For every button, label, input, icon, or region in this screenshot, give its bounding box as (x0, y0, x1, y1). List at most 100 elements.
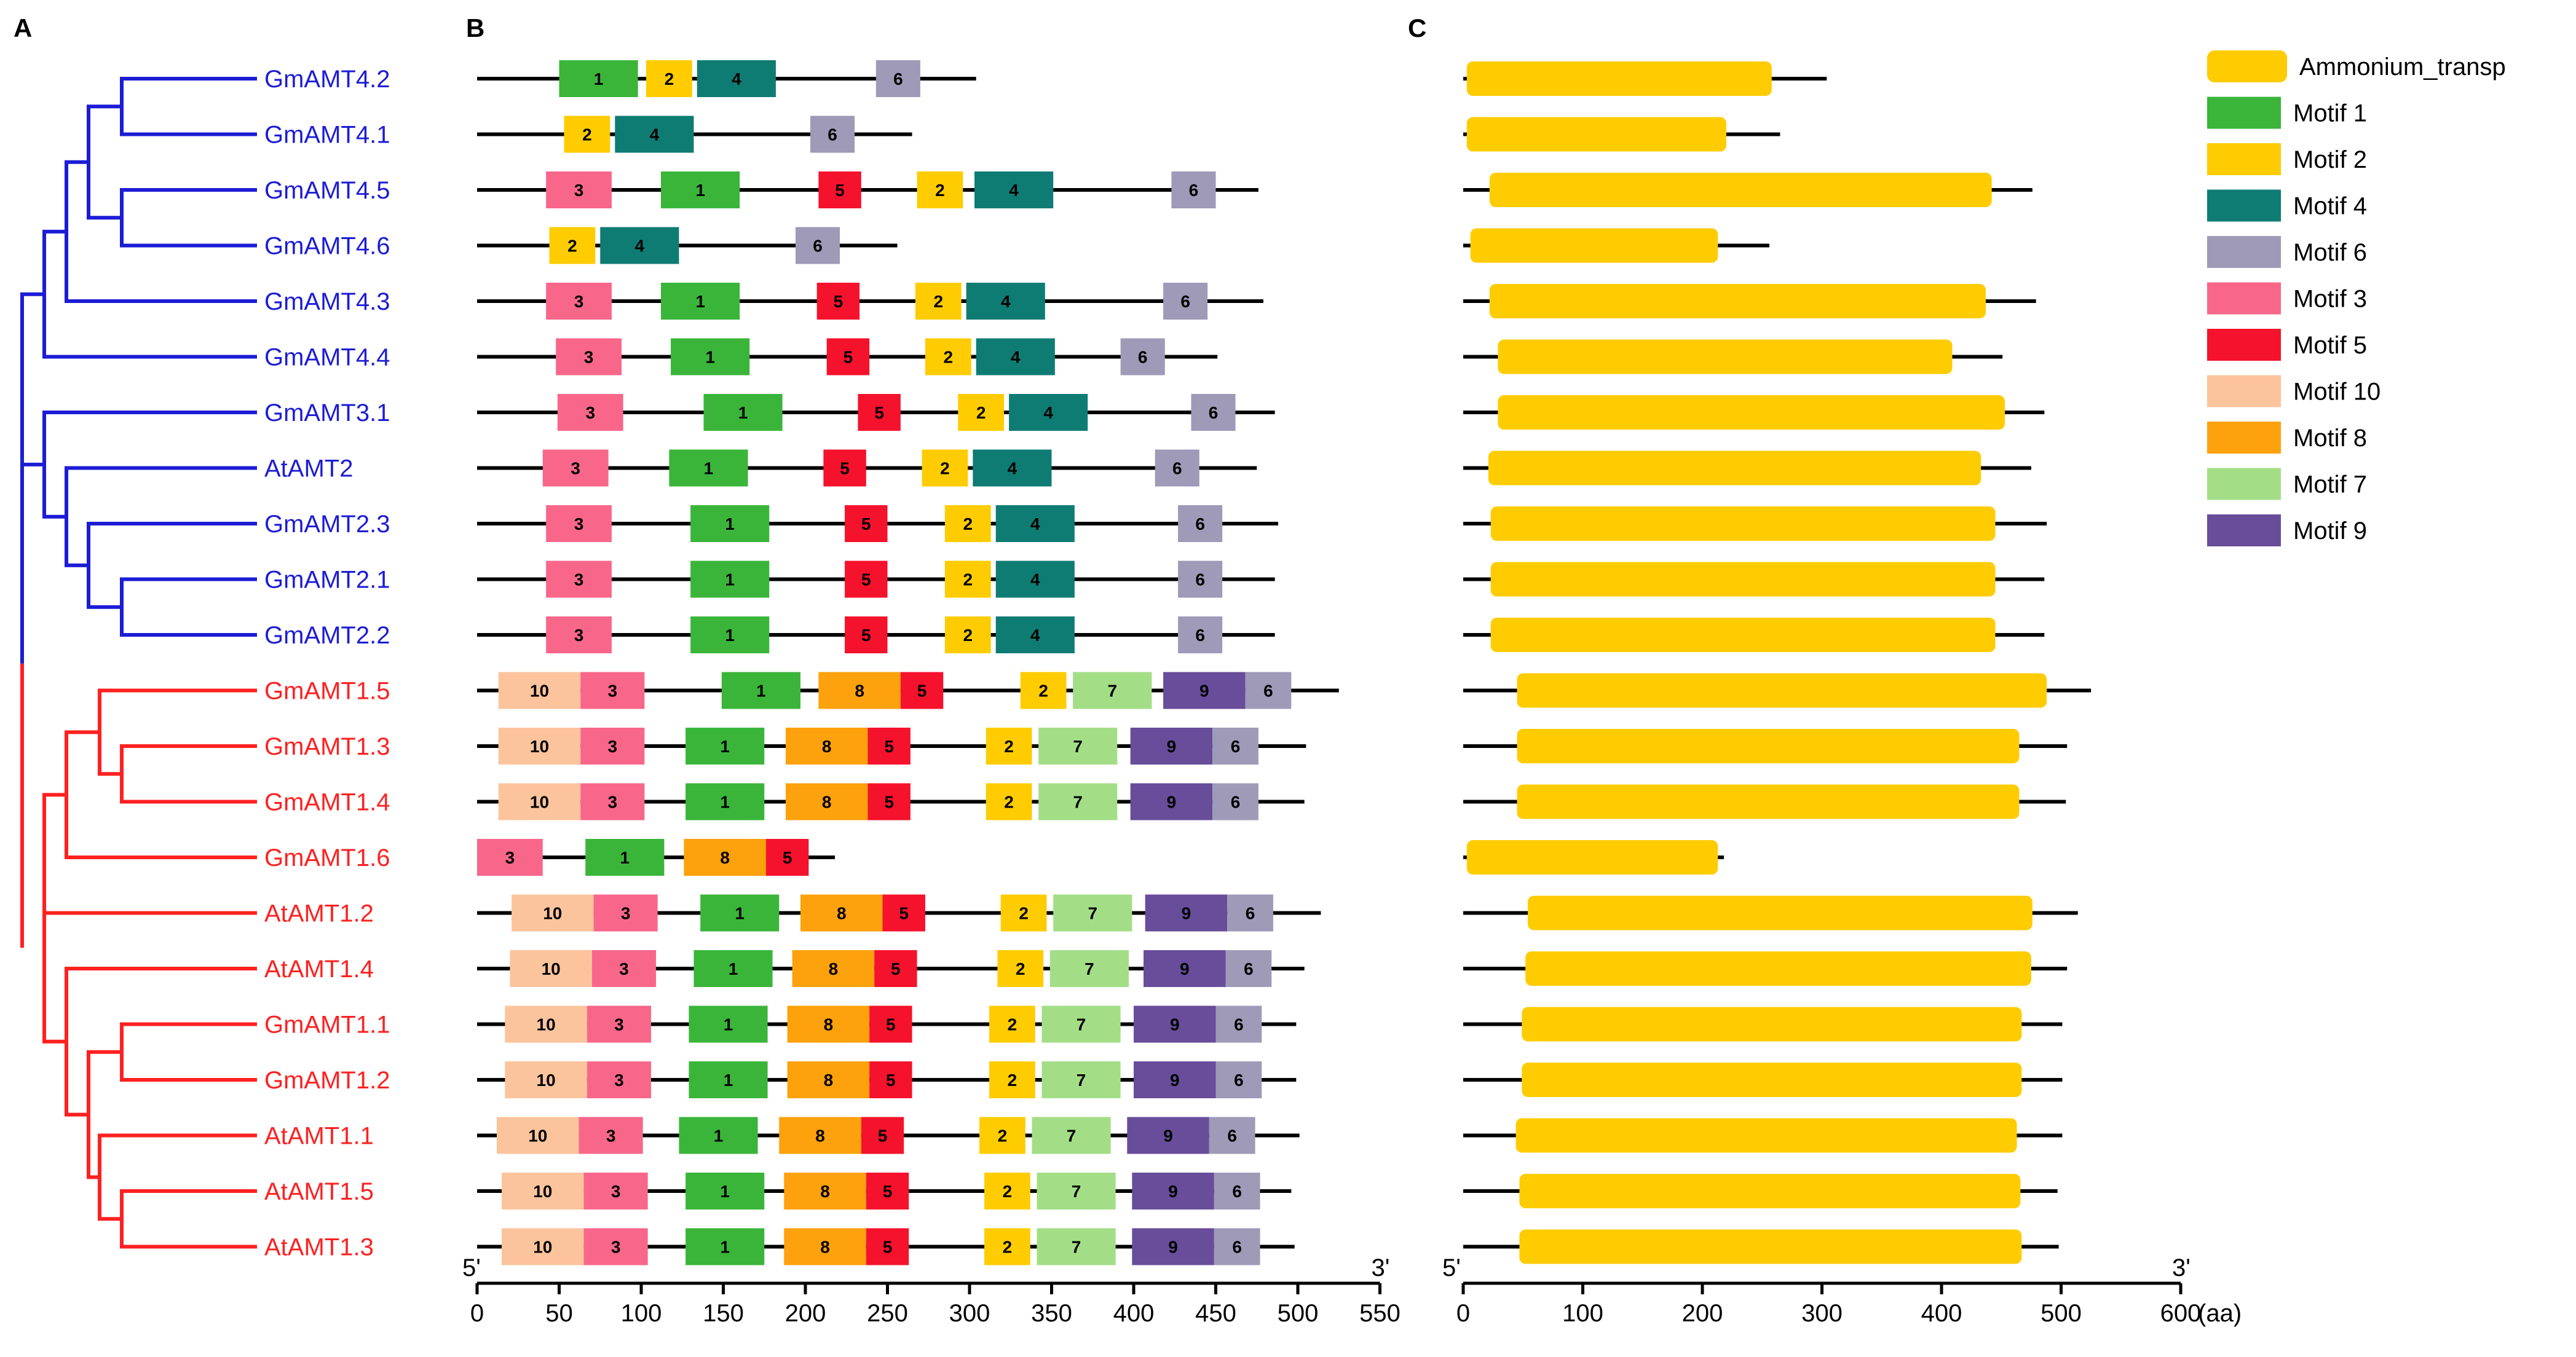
motif-box-label: 2 (1003, 1182, 1013, 1201)
motif-box-label: 9 (1167, 737, 1177, 756)
domain-axis-tick-label: 400 (1921, 1300, 1962, 1327)
motif-box-label: 4 (732, 69, 741, 88)
motif-box (1041, 1061, 1121, 1098)
motif-box (646, 60, 692, 97)
motif-box-label: 6 (1180, 292, 1190, 311)
motif-box-label: 6 (813, 237, 823, 256)
motif-box-label: 2 (582, 125, 592, 144)
legend-swatch (2207, 468, 2281, 500)
motif-box-label: 8 (822, 737, 832, 756)
motif-box (1209, 1117, 1255, 1154)
gene-label: GmAMT4.3 (264, 288, 390, 315)
motif-box-label: 8 (824, 1015, 834, 1034)
motif-box-label: 7 (1088, 904, 1097, 923)
legend-label: Motif 1 (2293, 100, 2367, 127)
motif-box-label: 3 (574, 570, 584, 589)
gene-label: AtAMT1.2 (264, 900, 374, 927)
motif-box-label: 5 (917, 682, 927, 701)
motif-box-label: 5 (883, 1238, 893, 1257)
motif-box (823, 449, 866, 487)
legend-label: Motif 7 (2293, 471, 2367, 498)
legend-label: Ammonium_transp (2299, 53, 2506, 81)
motif-box (944, 505, 991, 542)
motif-box (587, 1061, 652, 1098)
motif-box-label: 1 (720, 1238, 730, 1257)
motif-box-label: 1 (594, 69, 604, 88)
motif-box (882, 894, 925, 932)
ammonium-transp-domain (1466, 117, 1726, 152)
panel-label-b: B (466, 14, 484, 42)
motif-box (685, 783, 765, 820)
motif-box-label: 3 (574, 181, 584, 200)
motif-box-label: 10 (543, 904, 562, 923)
motif-box (816, 283, 860, 320)
legend-swatch (2207, 422, 2281, 454)
motif-box (995, 560, 1075, 598)
motif-axis-tick-label: 450 (1195, 1300, 1236, 1327)
motif-box-label: 5 (844, 348, 853, 367)
motif-box (958, 394, 1005, 431)
motif-box (580, 728, 645, 765)
motif-box-label: 5 (874, 403, 884, 422)
motif-box (669, 449, 748, 487)
motif-box-label: 6 (1138, 348, 1148, 367)
motif-box (689, 1061, 768, 1098)
motif-box (580, 783, 645, 820)
motif-box (546, 560, 612, 598)
motif-box (671, 338, 750, 376)
motif-box (989, 1005, 1035, 1043)
motif-box-label: 7 (1108, 682, 1118, 701)
gene-label: AtAMT1.5 (264, 1178, 374, 1205)
ammonium-transp-domain (1519, 1174, 2021, 1208)
motif-box-label: 4 (1001, 292, 1011, 311)
motif-box (861, 1117, 904, 1154)
motif-box-label: 6 (1232, 1238, 1242, 1257)
motif-axis-tick-label: 100 (621, 1300, 662, 1327)
motif-box (498, 672, 581, 709)
motif-box-label: 6 (1263, 682, 1273, 701)
motif-box (986, 728, 1032, 765)
gene-label: GmAMT1.5 (264, 678, 390, 705)
motif-box (1191, 394, 1236, 431)
motif-box (1020, 672, 1067, 709)
motif-box (979, 1117, 1025, 1154)
motif-box (583, 1228, 648, 1265)
ammonium-transp-domain (1525, 951, 2031, 986)
motif-box (1000, 894, 1047, 932)
motif-box-label: 10 (530, 793, 549, 812)
motif-box-label: 10 (542, 959, 561, 978)
motif-box-label: 3 (585, 403, 595, 422)
motif-box (685, 1228, 765, 1265)
legend: Ammonium_transp Motif 1 Motif 2 Motif 4 Moti… (2207, 50, 2506, 546)
motif-box-label: 3 (611, 1238, 621, 1257)
motif-box (917, 171, 963, 208)
motif-box-label: 5 (861, 626, 871, 645)
ammonium-transp-domain (1519, 1229, 2022, 1264)
motif-box (1037, 1173, 1116, 1210)
motif-box-label: 1 (735, 904, 745, 923)
gene-label: GmAMT2.2 (264, 622, 390, 649)
motif-box-label: 2 (998, 1127, 1008, 1146)
motif-box (498, 783, 581, 820)
motif-box-label: 4 (1030, 626, 1040, 645)
motif-box (1041, 1005, 1121, 1043)
legend-swatch (2207, 236, 2281, 268)
motif-box-label: 6 (1172, 459, 1182, 478)
motif-box (1127, 1117, 1209, 1154)
motif-box-label: 6 (1195, 514, 1205, 533)
motif-axis: 0 50 100 150 200 250 300 350 400 450 500 550 5' 3' (462, 1254, 1401, 1327)
motif-box-label: 2 (1008, 1015, 1017, 1034)
motif-box-label: 2 (665, 69, 674, 88)
motif-box (721, 672, 800, 709)
legend-label: Motif 8 (2293, 425, 2367, 452)
domain-axis-tick-label: 0 (1456, 1300, 1470, 1327)
motif-box-label: 9 (1167, 793, 1177, 812)
motif-box-label: 6 (828, 125, 837, 144)
motif-box-label: 1 (720, 1182, 730, 1201)
motif-box (505, 1061, 587, 1098)
motif-box-label: 1 (714, 1127, 724, 1146)
motif-box (615, 116, 694, 153)
domain-panel (1463, 61, 2092, 1264)
motif-box-label: 3 (614, 1015, 624, 1034)
